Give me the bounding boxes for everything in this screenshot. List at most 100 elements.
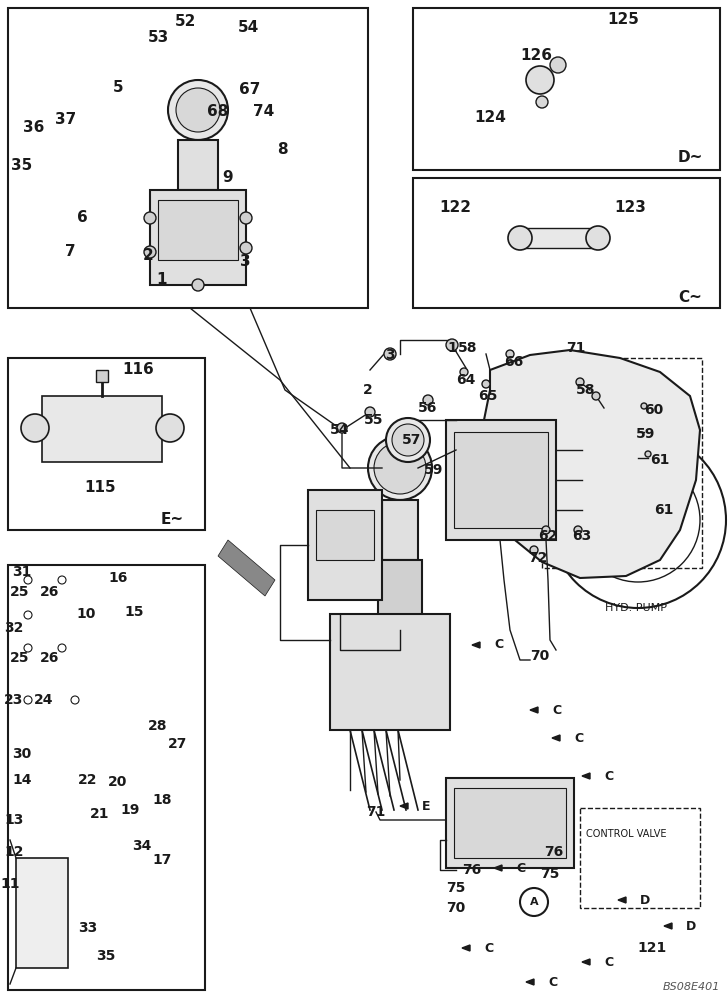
Text: 55: 55 bbox=[364, 413, 384, 427]
Text: 13: 13 bbox=[4, 813, 24, 827]
Text: 36: 36 bbox=[23, 120, 44, 135]
Circle shape bbox=[240, 212, 252, 224]
Bar bbox=[178, 140, 218, 190]
Circle shape bbox=[240, 242, 252, 254]
Text: 10: 10 bbox=[76, 607, 95, 621]
Bar bbox=[330, 614, 450, 730]
Text: 27: 27 bbox=[168, 737, 188, 751]
Circle shape bbox=[530, 546, 538, 554]
Text: 67: 67 bbox=[240, 83, 261, 98]
Bar bbox=[446, 420, 556, 540]
Text: 71: 71 bbox=[566, 341, 586, 355]
Text: 59: 59 bbox=[636, 427, 656, 441]
Polygon shape bbox=[664, 923, 672, 929]
Text: 31: 31 bbox=[12, 565, 32, 579]
Text: 17: 17 bbox=[152, 853, 172, 867]
Text: 116: 116 bbox=[122, 362, 154, 377]
Text: 70: 70 bbox=[531, 649, 550, 663]
Text: 33: 33 bbox=[79, 921, 98, 935]
Circle shape bbox=[641, 403, 647, 409]
Text: D~: D~ bbox=[677, 150, 703, 165]
Polygon shape bbox=[218, 540, 275, 596]
Text: 30: 30 bbox=[12, 747, 31, 761]
Polygon shape bbox=[530, 707, 538, 713]
Text: 59: 59 bbox=[424, 463, 443, 477]
Circle shape bbox=[374, 442, 426, 494]
Bar bbox=[16, 858, 68, 968]
Polygon shape bbox=[618, 897, 626, 903]
Text: 66: 66 bbox=[505, 355, 523, 369]
Text: 3: 3 bbox=[385, 348, 395, 362]
Bar bbox=[454, 788, 566, 858]
Text: CONTROL VALVE: CONTROL VALVE bbox=[586, 829, 666, 839]
Text: 19: 19 bbox=[120, 803, 140, 817]
Text: 3: 3 bbox=[240, 254, 250, 269]
Text: 121: 121 bbox=[638, 941, 667, 955]
Bar bbox=[446, 778, 574, 868]
Circle shape bbox=[368, 436, 432, 500]
Text: 56: 56 bbox=[419, 401, 438, 415]
Text: E~: E~ bbox=[160, 512, 183, 528]
Text: C: C bbox=[484, 942, 493, 954]
Circle shape bbox=[168, 80, 228, 140]
Circle shape bbox=[176, 88, 220, 132]
Bar bbox=[158, 200, 238, 260]
Text: 16: 16 bbox=[108, 571, 127, 585]
Text: 2: 2 bbox=[143, 247, 154, 262]
Text: 12: 12 bbox=[4, 845, 24, 859]
Circle shape bbox=[192, 279, 204, 291]
Circle shape bbox=[384, 348, 396, 360]
Text: 15: 15 bbox=[124, 605, 143, 619]
Circle shape bbox=[508, 226, 532, 250]
Polygon shape bbox=[400, 803, 408, 809]
Text: 125: 125 bbox=[607, 12, 639, 27]
Bar bbox=[413, 178, 720, 308]
Circle shape bbox=[506, 350, 514, 358]
Bar bbox=[378, 560, 422, 630]
Bar bbox=[580, 808, 700, 908]
Text: 21: 21 bbox=[90, 807, 110, 821]
Text: 124: 124 bbox=[474, 110, 506, 125]
Text: 1: 1 bbox=[447, 341, 457, 355]
Text: C: C bbox=[516, 861, 525, 874]
Text: 122: 122 bbox=[439, 200, 471, 216]
Bar bbox=[8, 8, 368, 308]
Circle shape bbox=[574, 526, 582, 534]
Text: 52: 52 bbox=[175, 14, 197, 29]
Text: 72: 72 bbox=[529, 551, 547, 565]
Text: 14: 14 bbox=[12, 773, 32, 787]
Circle shape bbox=[423, 395, 433, 405]
Text: D: D bbox=[640, 894, 650, 906]
Circle shape bbox=[592, 392, 600, 400]
Text: 71: 71 bbox=[366, 805, 386, 819]
Text: 7: 7 bbox=[65, 244, 75, 259]
Circle shape bbox=[645, 451, 651, 457]
Bar bbox=[308, 490, 382, 600]
Text: 54: 54 bbox=[237, 20, 258, 35]
Text: A: A bbox=[530, 897, 538, 907]
Text: C: C bbox=[552, 704, 561, 716]
Circle shape bbox=[386, 418, 430, 462]
Text: 123: 123 bbox=[614, 200, 646, 216]
Text: C: C bbox=[548, 976, 557, 988]
Circle shape bbox=[460, 368, 468, 376]
Text: 25: 25 bbox=[10, 651, 30, 665]
Circle shape bbox=[392, 424, 424, 456]
Bar bbox=[542, 358, 702, 568]
Polygon shape bbox=[582, 959, 590, 965]
Text: 23: 23 bbox=[4, 693, 24, 707]
Circle shape bbox=[144, 212, 156, 224]
Text: 54: 54 bbox=[331, 423, 349, 437]
Circle shape bbox=[21, 414, 49, 442]
Text: 58: 58 bbox=[458, 341, 478, 355]
Text: 34: 34 bbox=[132, 839, 151, 853]
Text: 65: 65 bbox=[478, 389, 498, 403]
Text: 26: 26 bbox=[40, 651, 60, 665]
Text: 64: 64 bbox=[456, 373, 475, 387]
Bar bbox=[520, 228, 598, 248]
Text: 1: 1 bbox=[157, 272, 167, 288]
Bar bbox=[96, 370, 108, 382]
Circle shape bbox=[550, 57, 566, 73]
Bar bbox=[413, 8, 720, 170]
Text: C: C bbox=[604, 956, 613, 968]
